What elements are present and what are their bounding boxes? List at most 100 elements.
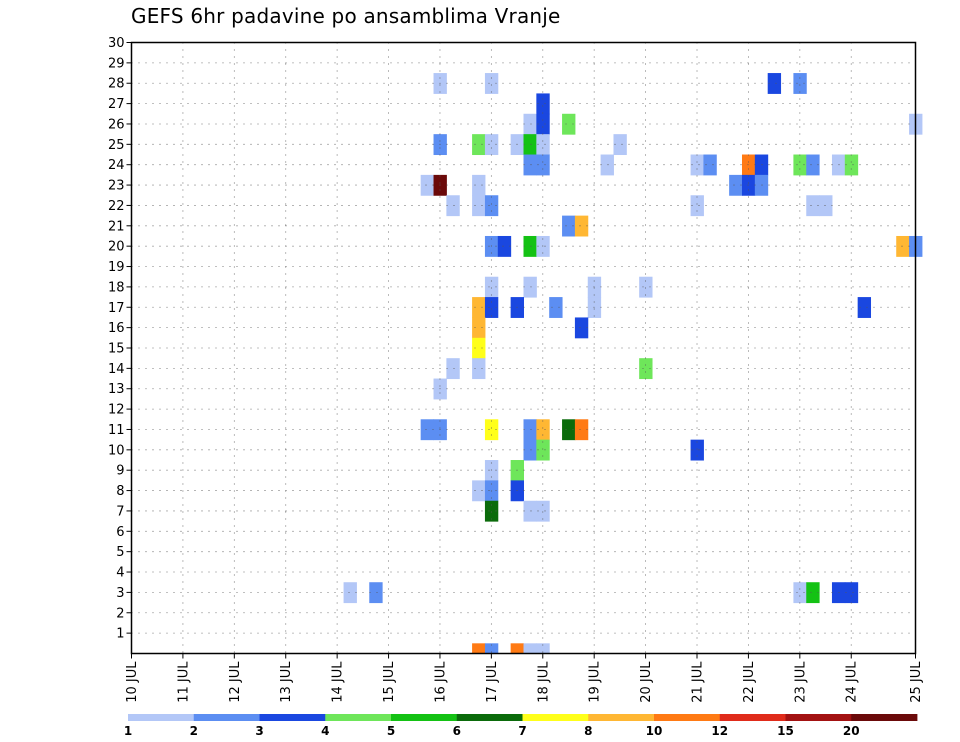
x-tick-label: 14 JUL <box>331 661 346 703</box>
precip-cell <box>472 195 486 217</box>
y-tick-label: 29 <box>108 56 125 71</box>
precip-cell <box>574 215 589 237</box>
precip-cell <box>562 419 576 441</box>
y-tick-label: 9 <box>116 464 124 479</box>
y-tick-label: 18 <box>108 280 125 295</box>
precip-cell <box>523 643 537 654</box>
precip-cell <box>523 500 537 522</box>
x-tick-label: 11 JUL <box>176 661 191 703</box>
y-tick-label: 22 <box>108 199 125 214</box>
precip-cell <box>600 154 614 176</box>
y-tick-label: 24 <box>108 158 125 173</box>
precip-cell <box>420 174 435 196</box>
x-tick-label: 24 JUL <box>845 661 860 703</box>
precip-cell <box>510 643 524 654</box>
precip-cell <box>472 134 486 156</box>
colorbar-label: 3 <box>255 724 263 738</box>
precip-cell <box>536 134 550 156</box>
precip-cell <box>484 276 499 298</box>
y-tick-label: 2 <box>116 606 124 621</box>
y-tick-label: 8 <box>116 484 124 499</box>
precip-cell <box>420 419 435 441</box>
colorbar-label: 10 <box>646 724 663 738</box>
colorbar-label: 1 <box>124 724 132 738</box>
colorbar-label: 8 <box>584 724 592 738</box>
precip-cell <box>523 154 537 176</box>
y-tick-label: 13 <box>108 382 125 397</box>
y-tick-label: 20 <box>108 240 125 255</box>
y-tick-label: 5 <box>116 545 124 560</box>
x-tick-label: 20 JUL <box>639 661 654 703</box>
precip-cell <box>574 317 589 339</box>
y-tick-label: 7 <box>116 504 124 519</box>
y-tick-label: 21 <box>108 219 125 234</box>
y-tick-label: 4 <box>116 566 124 581</box>
precip-cell <box>472 480 486 502</box>
x-tick-label: 15 JUL <box>382 661 397 703</box>
colorbar-swatch <box>391 714 458 721</box>
x-tick-label: 21 JUL <box>691 661 706 703</box>
precip-cell <box>523 276 537 298</box>
precip-cell <box>767 73 782 94</box>
precip-cell <box>472 358 486 380</box>
precip-cell <box>523 113 537 135</box>
precip-cell <box>729 174 743 196</box>
precip-cell <box>484 643 499 654</box>
precip-cell <box>562 215 576 237</box>
y-tick-label: 12 <box>108 403 125 418</box>
y-tick-label: 14 <box>108 362 125 377</box>
y-tick-label: 3 <box>116 586 124 601</box>
precip-cell <box>639 358 653 380</box>
colorbar-swatch <box>588 714 655 721</box>
precip-cell <box>793 73 807 94</box>
x-tick-label: 25 JUL <box>909 661 924 703</box>
precip-cell <box>639 276 653 298</box>
precip-cell <box>793 582 807 604</box>
precip-cell <box>703 154 717 176</box>
y-tick-label: 15 <box>108 342 125 357</box>
precip-cell <box>446 195 460 217</box>
x-tick-label: 19 JUL <box>588 661 603 703</box>
precip-cell <box>523 134 537 156</box>
precip-cell <box>613 134 627 156</box>
colorbar-swatch <box>522 714 589 721</box>
precip-cell <box>484 297 499 318</box>
y-tick-label: 28 <box>108 77 125 92</box>
y-tick-label: 30 <box>108 36 125 51</box>
precip-cell <box>472 643 486 654</box>
colorbar-swatch <box>259 714 326 721</box>
x-tick-label: 13 JUL <box>279 661 294 703</box>
precip-cell <box>472 317 486 339</box>
x-tick-label: 22 JUL <box>742 661 757 703</box>
colorbar-label: 15 <box>777 724 794 738</box>
colorbar-swatch <box>456 714 523 721</box>
x-tick-label: 10 JUL <box>125 661 140 703</box>
precip-cell <box>741 174 756 196</box>
precip-cell <box>844 154 859 176</box>
x-tick-label: 23 JUL <box>793 661 808 703</box>
precip-cell <box>574 419 589 441</box>
x-tick-label: 12 JUL <box>228 661 243 703</box>
precip-cell <box>484 134 499 156</box>
precip-cell <box>472 337 486 359</box>
precip-cell <box>690 439 704 461</box>
chart-title: GEFS 6hr padavine po ansamblima Vranje <box>131 4 561 28</box>
colorbar-swatch <box>851 714 918 721</box>
y-tick-label: 25 <box>108 138 125 153</box>
precip-cell <box>562 113 576 135</box>
colorbar-label: 4 <box>321 724 329 738</box>
y-tick-label: 23 <box>108 179 125 194</box>
precip-cell <box>536 154 550 176</box>
colorbar-swatch <box>193 714 260 721</box>
precip-cell <box>690 195 704 217</box>
precip-cell <box>819 195 833 217</box>
precip-cell <box>523 235 537 257</box>
x-tick-label: 18 JUL <box>536 661 551 703</box>
colorbar-label: 6 <box>453 724 461 738</box>
precip-cell <box>472 174 486 196</box>
colorbar-label: 12 <box>711 724 728 738</box>
precip-cell <box>806 582 820 604</box>
precip-cell <box>793 154 807 176</box>
precip-cell <box>857 297 872 318</box>
